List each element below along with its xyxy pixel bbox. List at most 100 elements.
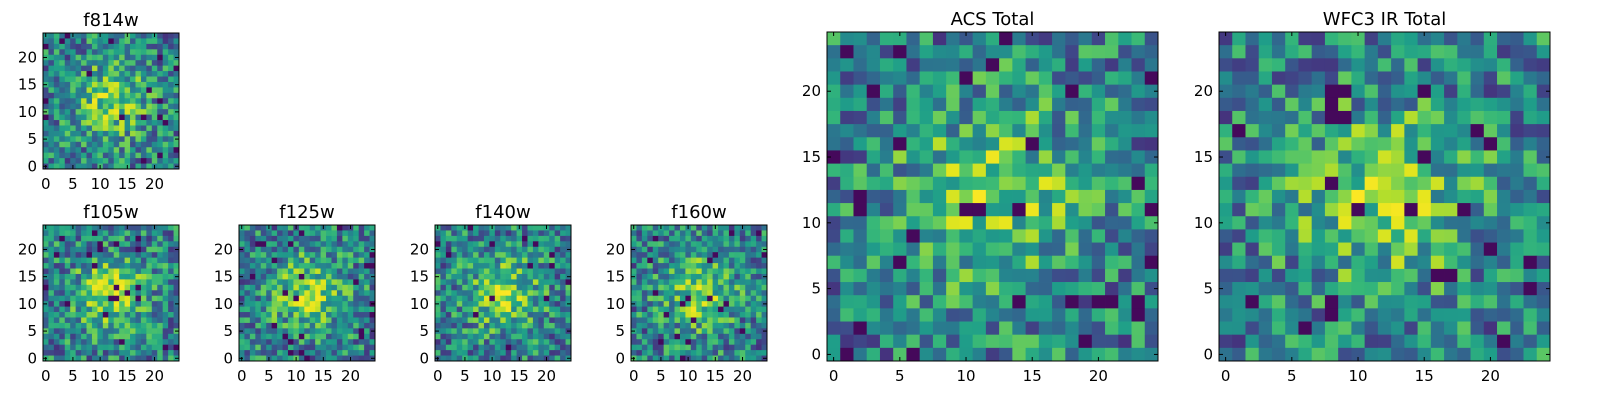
heatmap-cell bbox=[48, 87, 55, 94]
heatmap-cell bbox=[879, 84, 894, 99]
heatmap-cell bbox=[560, 355, 566, 362]
heatmap-cell bbox=[972, 58, 987, 72]
heatmap-cell bbox=[124, 87, 131, 94]
heatmap-cell bbox=[91, 114, 98, 121]
heatmap-cell bbox=[750, 268, 757, 275]
heatmap-cell bbox=[124, 268, 131, 275]
heatmap-cell bbox=[440, 263, 447, 269]
heatmap-cell bbox=[946, 295, 960, 309]
heatmap-cell bbox=[879, 255, 894, 270]
heatmap-cell bbox=[467, 301, 474, 307]
heatmap-cell bbox=[745, 235, 752, 242]
heatmap-cell bbox=[151, 158, 158, 164]
heatmap-cell bbox=[473, 344, 479, 351]
heatmap-cell bbox=[277, 279, 283, 286]
heatmap-cell bbox=[906, 45, 921, 59]
heatmap-cell bbox=[1430, 295, 1445, 309]
heatmap-cell bbox=[358, 295, 365, 302]
heatmap-cell bbox=[511, 301, 517, 307]
heatmap-cell bbox=[124, 81, 131, 88]
heatmap-cell bbox=[244, 295, 251, 302]
heatmap-cell bbox=[1351, 32, 1366, 46]
heatmap-cell bbox=[1311, 84, 1326, 99]
heatmap-cell bbox=[1091, 203, 1106, 217]
heatmap-cell bbox=[146, 301, 153, 307]
heatmap-cell bbox=[146, 328, 153, 335]
heatmap-cell bbox=[1324, 176, 1339, 191]
heatmap-cell bbox=[108, 81, 115, 88]
heatmap-cell bbox=[972, 84, 987, 99]
heatmap-cell bbox=[652, 322, 659, 329]
heatmap-cell bbox=[1245, 97, 1260, 112]
heatmap-cell bbox=[1391, 97, 1405, 112]
heatmap-cell bbox=[999, 308, 1013, 322]
heatmap-cell bbox=[75, 60, 82, 67]
heatmap-cell bbox=[827, 71, 841, 86]
heatmap-cell bbox=[287, 263, 294, 269]
heatmap-cell bbox=[1271, 334, 1286, 349]
heatmap-cell bbox=[168, 241, 174, 248]
heatmap-cell bbox=[554, 295, 561, 302]
heatmap-cell bbox=[500, 263, 507, 269]
heatmap-cell bbox=[893, 84, 907, 99]
heatmap-cell bbox=[718, 246, 724, 253]
heatmap-cell bbox=[750, 252, 757, 259]
heatmap-cell bbox=[1258, 255, 1273, 270]
heatmap-cell bbox=[853, 216, 868, 230]
heatmap-cell bbox=[75, 317, 82, 324]
heatmap-cell bbox=[658, 344, 665, 351]
heatmap-cell bbox=[239, 252, 245, 259]
heatmap-cell bbox=[162, 76, 169, 83]
heatmap-cell bbox=[173, 306, 180, 313]
heatmap-cell bbox=[86, 263, 93, 269]
heatmap-cell bbox=[1144, 189, 1159, 204]
heatmap-cell bbox=[728, 344, 735, 351]
heatmap-cell bbox=[761, 284, 768, 291]
heatmap-cell bbox=[516, 230, 523, 237]
heatmap-cell bbox=[674, 301, 681, 307]
heatmap-cell bbox=[549, 301, 556, 307]
heatmap-cell bbox=[135, 312, 142, 318]
heatmap-cell bbox=[298, 225, 305, 231]
heatmap-cell bbox=[124, 273, 131, 280]
heatmap-cell bbox=[151, 241, 158, 248]
heatmap-cell bbox=[97, 246, 104, 253]
heatmap-cell bbox=[532, 333, 539, 340]
x-tick-label: 5 bbox=[460, 367, 470, 385]
heatmap-cell bbox=[140, 130, 147, 137]
heatmap-cell bbox=[1430, 84, 1445, 99]
heatmap-cell bbox=[707, 225, 713, 231]
heatmap-cell bbox=[86, 295, 93, 302]
heatmap-cell bbox=[527, 252, 534, 259]
heatmap-cell bbox=[959, 268, 974, 283]
heatmap-cell bbox=[1025, 32, 1040, 46]
heatmap-cell bbox=[1052, 321, 1066, 336]
heatmap-cell bbox=[244, 263, 251, 269]
heatmap-cell bbox=[369, 295, 376, 302]
heatmap-cell bbox=[669, 273, 675, 280]
heatmap-cell bbox=[64, 43, 71, 50]
heatmap-cell bbox=[86, 339, 93, 346]
heatmap-cell bbox=[522, 284, 528, 291]
heatmap-cell bbox=[696, 284, 703, 291]
heatmap-cell bbox=[707, 241, 713, 248]
heatmap-cell bbox=[866, 255, 881, 270]
heatmap-cell bbox=[97, 38, 104, 45]
heatmap-cell bbox=[505, 268, 512, 275]
heatmap-cell bbox=[1377, 255, 1392, 270]
heatmap-cell bbox=[130, 339, 136, 346]
y-tick-label: 5 bbox=[615, 322, 625, 340]
heatmap-cell bbox=[718, 235, 724, 242]
heatmap-cell bbox=[1338, 58, 1352, 72]
heatmap-cell bbox=[124, 333, 131, 340]
heatmap-cell bbox=[456, 279, 463, 286]
heatmap-cell bbox=[43, 279, 49, 286]
heatmap-cell bbox=[1457, 216, 1471, 230]
heatmap-cell bbox=[309, 268, 316, 275]
heatmap-cell bbox=[679, 246, 686, 253]
heatmap-cell bbox=[549, 355, 556, 362]
heatmap-cell bbox=[435, 295, 441, 302]
heatmap-cell bbox=[739, 241, 746, 248]
heatmap-cell bbox=[467, 339, 474, 346]
heatmap-cell bbox=[827, 334, 841, 349]
